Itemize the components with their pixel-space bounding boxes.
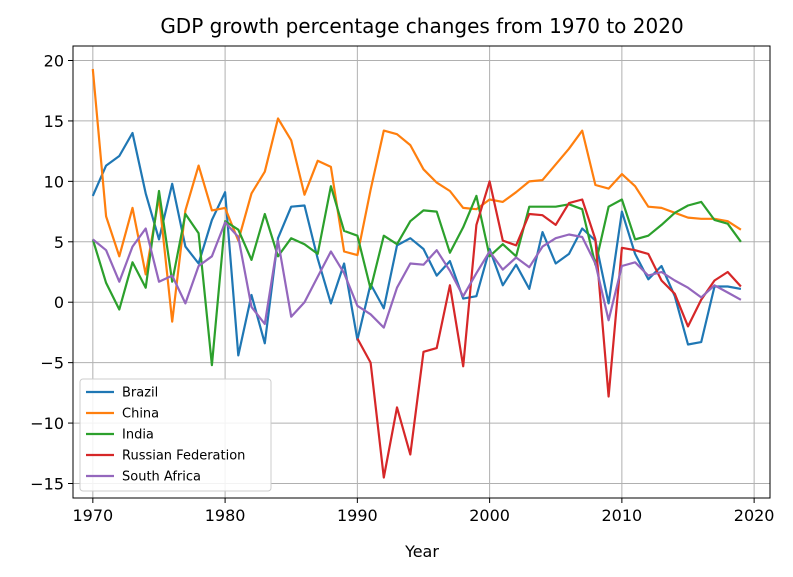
legend: Brazil China India Russian Federation South … xyxy=(79,378,272,492)
y-tick-label: 10 xyxy=(44,172,64,191)
legend-box xyxy=(79,378,272,492)
y-tick-label: −10 xyxy=(30,414,64,433)
legend-label-china: China xyxy=(122,407,159,422)
series-line-india xyxy=(91,185,742,367)
x-tick-label: 1980 xyxy=(205,506,246,525)
plot-frame xyxy=(72,45,771,499)
y-tick-label: 20 xyxy=(44,52,64,71)
legend-label-russian-federation: Russian Federation xyxy=(122,449,245,464)
x-axis-label: Year xyxy=(404,542,439,561)
y-tick-label: −15 xyxy=(30,474,64,493)
y-tick-label: 15 xyxy=(44,112,64,131)
legend-label-south-africa: South Africa xyxy=(122,470,201,485)
x-tick-label: 1990 xyxy=(337,506,378,525)
series-lines xyxy=(91,68,742,479)
legend-label-india: India xyxy=(122,428,154,443)
series-line-south-africa xyxy=(92,221,742,329)
x-tick-label: 2000 xyxy=(469,506,510,525)
x-tick-label: 2010 xyxy=(602,506,643,525)
y-tick-label: 0 xyxy=(54,293,64,312)
y-tick-label: 5 xyxy=(54,233,64,252)
series-line-china xyxy=(91,68,742,323)
legend-label-brazil: Brazil xyxy=(122,386,158,401)
series-line-brazil xyxy=(91,131,742,357)
chart-title: GDP growth percentage changes from 1970 … xyxy=(160,14,683,38)
grid-lines xyxy=(73,46,770,498)
y-tick-label: −5 xyxy=(40,354,64,373)
y-axis-ticks: −15 −10 −5 0 5 10 15 20 xyxy=(30,52,73,493)
series-line-russian-federation xyxy=(356,180,742,479)
x-tick-label: 1970 xyxy=(72,506,113,525)
x-tick-label: 2020 xyxy=(734,506,775,525)
x-axis-ticks: 1970 1980 1990 2000 2010 2020 xyxy=(72,498,774,525)
